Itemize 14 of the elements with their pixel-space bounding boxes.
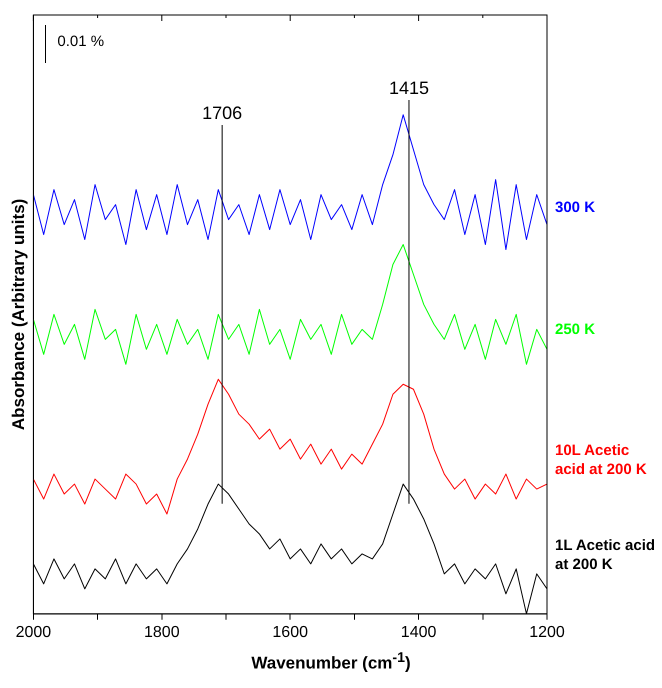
x-tick-label: 1600: [272, 624, 308, 641]
ref-line-label: 1706: [202, 102, 242, 123]
x-tick-label: 1200: [529, 624, 565, 641]
y-axis-title: Absorbance (Arbitrary units): [8, 198, 28, 430]
series-label: 250 K: [555, 320, 596, 340]
series-label: 10L Acetic acid at 200 K: [555, 441, 648, 480]
ref-line-label: 1415: [388, 78, 429, 98]
x-tick-label: 2000: [16, 624, 52, 641]
x-tick-label: 1400: [400, 624, 436, 641]
text: 0.01 %: [57, 33, 104, 50]
x-axis-title: Wavenumber (cm$^{-1}$): [250, 650, 412, 674]
series-label: 1L Acetic acid at 200 K: [555, 536, 656, 574]
x-tick-label: 1800: [144, 624, 180, 641]
series-label: 300 K: [555, 198, 596, 217]
